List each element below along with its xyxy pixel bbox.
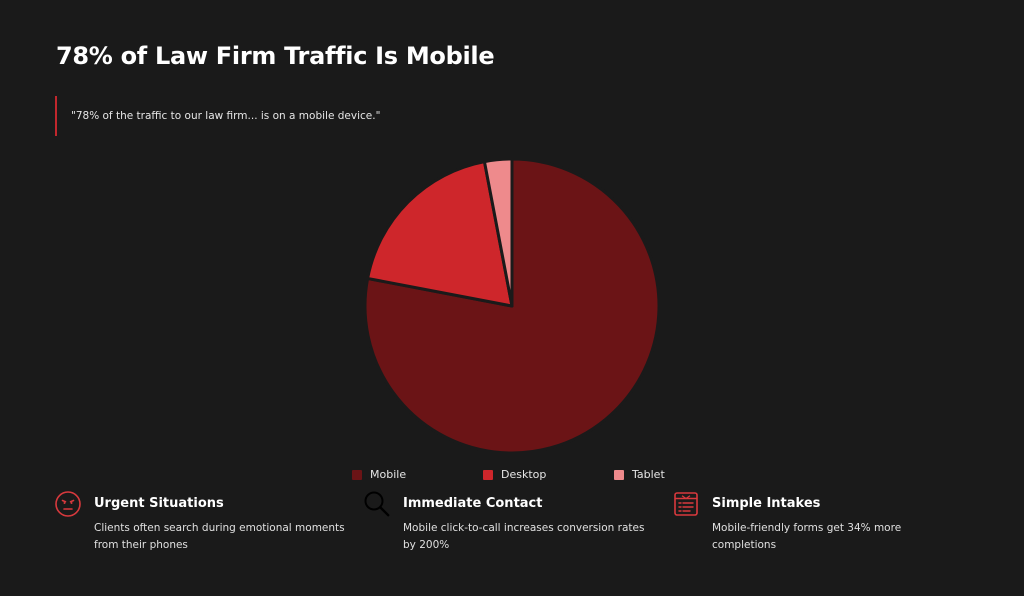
legend-swatch (614, 469, 624, 480)
quote-block: "78% of the traffic to our law firm... i… (55, 96, 380, 136)
legend-item-mobile: Mobile (352, 468, 483, 481)
feature-text: Mobile-friendly forms get 34% more compl… (712, 522, 902, 551)
legend-item-tablet: Tablet (614, 468, 665, 481)
feature-title: Urgent Situations (94, 496, 224, 511)
pie-chart (363, 157, 661, 455)
legend-label: Mobile (370, 468, 407, 481)
page-title: 78% of Law Firm Traffic Is Mobile (56, 42, 495, 70)
feature-text: Mobile click-to-call increases conversio… (403, 522, 645, 551)
feature-title: Immediate Contact (403, 496, 543, 511)
form-icon (674, 492, 698, 516)
quote-text: "78% of the traffic to our law firm... i… (71, 110, 381, 122)
feature-title: Simple Intakes (712, 496, 821, 511)
pie-slice-tablet (482, 157, 514, 308)
chart-legend: Mobile Desktop Tablet (352, 468, 665, 481)
legend-swatch (352, 469, 362, 480)
search-icon (364, 491, 390, 517)
legend-label: Desktop (501, 468, 547, 481)
legend-label: Tablet (632, 468, 665, 481)
legend-item-desktop: Desktop (483, 468, 614, 481)
legend-swatch (483, 469, 493, 480)
pie-slice-desktop (366, 160, 514, 308)
face-icon (55, 491, 81, 517)
feature-text: Clients often search during emotional mo… (94, 522, 345, 551)
